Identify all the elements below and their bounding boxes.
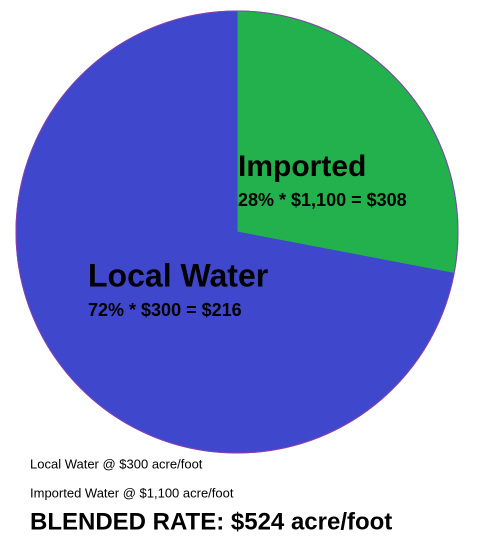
pie-slice bbox=[236, 10, 459, 274]
pie-outline bbox=[15, 10, 459, 454]
annotation: BLENDED RATE: $524 acre/foot bbox=[30, 508, 392, 535]
annotation: Imported Water @ $1,100 acre/foot bbox=[30, 485, 234, 500]
slice-value-label: 72% * $300 = $216 bbox=[88, 300, 242, 320]
slice-value-label: 28% * $1,100 = $308 bbox=[238, 190, 407, 210]
annotation: Local Water @ $300 acre/foot bbox=[30, 456, 203, 471]
slice-label: Imported bbox=[238, 150, 366, 183]
slice-label: Local Water bbox=[88, 257, 268, 293]
